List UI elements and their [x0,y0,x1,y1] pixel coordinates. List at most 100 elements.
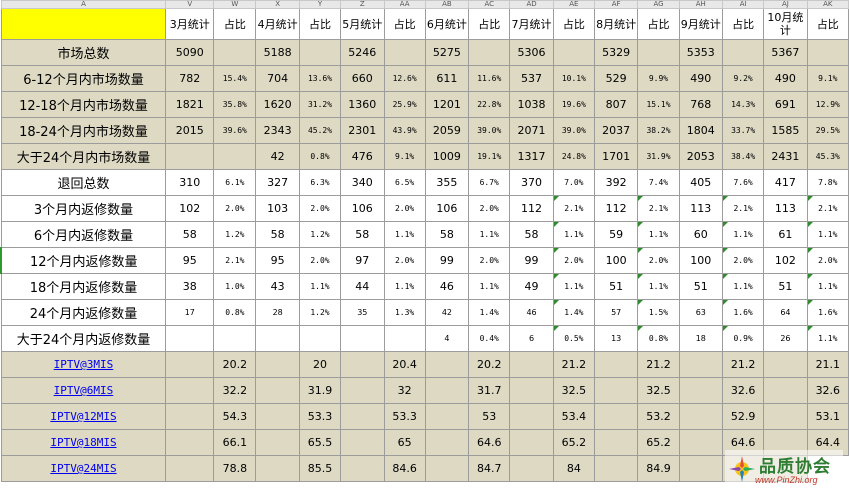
table-cell[interactable] [721,39,765,66]
table-cell[interactable]: 1.1% [637,221,680,248]
table-cell[interactable]: 5090 [165,39,215,66]
table-cell[interactable]: 32.5 [552,377,595,404]
table-cell[interactable]: 78.8 [213,455,257,482]
table-cell[interactable]: 355 [424,169,470,196]
table-cell[interactable] [165,403,215,430]
table-cell[interactable]: 691 [763,91,808,118]
table-cell[interactable]: 33.7% [721,117,765,144]
table-cell[interactable]: 2.0% [383,247,426,274]
row-label[interactable]: 大于24个月内返修数量 [0,325,167,352]
table-cell[interactable] [340,351,385,378]
table-cell[interactable]: 6 [509,325,554,352]
table-cell[interactable]: 704 [255,65,300,92]
table-cell[interactable]: 113 [763,195,808,222]
table-cell[interactable]: 2.0% [298,247,342,274]
table-cell[interactable] [383,39,426,66]
row-label[interactable]: IPTV@24MIS [0,455,167,482]
table-cell[interactable]: 5246 [340,39,385,66]
table-cell[interactable]: 15.1% [637,91,680,118]
table-cell[interactable]: 45.2% [298,117,342,144]
column-letter-af[interactable]: AF [593,0,639,9]
column-letter-ac[interactable]: AC [468,0,511,9]
table-cell[interactable] [678,377,724,404]
table-cell[interactable]: 38 [165,273,215,300]
table-cell[interactable] [213,39,257,66]
table-cell[interactable] [806,39,849,66]
table-cell[interactable]: 99 [509,247,554,274]
table-cell[interactable]: 53.2 [637,403,680,430]
table-cell[interactable]: 5367 [763,39,808,66]
table-cell[interactable]: 1.4% [552,299,595,326]
table-cell[interactable] [383,325,426,352]
row-label[interactable]: IPTV@6MIS [0,377,167,404]
table-cell[interactable]: 58 [424,221,470,248]
table-cell[interactable]: 370 [509,169,554,196]
table-cell[interactable]: 113 [678,195,724,222]
table-cell[interactable]: 1.4% [468,299,511,326]
table-cell[interactable]: 65.2 [637,429,680,456]
column-letter-y[interactable]: Y [298,0,342,9]
table-cell[interactable]: 65 [383,429,426,456]
row-label[interactable]: 3个月内返修数量 [0,195,167,222]
column-letter-a[interactable]: A [0,0,167,9]
table-cell[interactable]: 43 [255,273,300,300]
table-cell[interactable]: 64 [763,299,808,326]
table-cell[interactable]: 21.2 [637,351,680,378]
table-cell[interactable]: 768 [678,91,724,118]
header-cell[interactable]: 3月统计 [165,8,215,40]
table-cell[interactable]: 1009 [424,143,470,170]
table-cell[interactable]: 1.1% [806,221,849,248]
table-cell[interactable]: 2037 [593,117,639,144]
table-cell[interactable]: 39.6% [213,117,257,144]
table-cell[interactable]: 35.8% [213,91,257,118]
table-cell[interactable]: 1701 [593,143,639,170]
table-cell[interactable]: 5275 [424,39,470,66]
header-cell[interactable]: 5月统计 [340,8,385,40]
table-cell[interactable]: 106 [424,195,470,222]
table-cell[interactable]: 9.1% [806,65,849,92]
table-cell[interactable] [678,351,724,378]
table-cell[interactable] [552,39,595,66]
table-cell[interactable]: 537 [509,65,554,92]
table-cell[interactable]: 1.6% [721,299,765,326]
table-cell[interactable] [255,455,300,482]
table-cell[interactable]: 1.3% [383,299,426,326]
table-cell[interactable]: 529 [593,65,639,92]
table-cell[interactable]: 1.1% [806,325,849,352]
table-cell[interactable]: 51 [678,273,724,300]
table-cell[interactable] [213,143,257,170]
table-cell[interactable]: 2.1% [213,247,257,274]
table-cell[interactable]: 39.0% [468,117,511,144]
table-cell[interactable]: 1.1% [468,273,511,300]
table-cell[interactable]: 6.3% [298,169,342,196]
table-cell[interactable]: 31.9 [298,377,342,404]
header-cell[interactable]: 占比 [552,8,595,40]
table-cell[interactable]: 417 [763,169,808,196]
table-cell[interactable] [678,455,724,482]
table-cell[interactable]: 2.1% [637,195,680,222]
table-cell[interactable]: 1.0% [213,273,257,300]
table-cell[interactable]: 5188 [255,39,300,66]
table-cell[interactable]: 20.2 [213,351,257,378]
table-cell[interactable]: 12.6% [383,65,426,92]
column-letter-ag[interactable]: AG [637,0,680,9]
table-cell[interactable]: 28 [255,299,300,326]
table-cell[interactable]: 21.1 [806,351,849,378]
table-cell[interactable]: 106 [340,195,385,222]
table-cell[interactable] [424,351,470,378]
table-cell[interactable]: 2.0% [298,195,342,222]
table-cell[interactable]: 2.0% [213,195,257,222]
table-cell[interactable]: 7.0% [552,169,595,196]
table-cell[interactable]: 1.1% [468,221,511,248]
table-cell[interactable] [424,377,470,404]
table-cell[interactable]: 65.5 [298,429,342,456]
column-letter-v[interactable]: V [165,0,215,9]
table-cell[interactable] [509,351,554,378]
table-cell[interactable]: 51 [593,273,639,300]
table-cell[interactable]: 7.4% [637,169,680,196]
table-cell[interactable]: 112 [509,195,554,222]
table-cell[interactable]: 20 [298,351,342,378]
table-cell[interactable] [340,429,385,456]
table-cell[interactable]: 31.2% [298,91,342,118]
row-label[interactable]: 退回总数 [0,169,167,196]
